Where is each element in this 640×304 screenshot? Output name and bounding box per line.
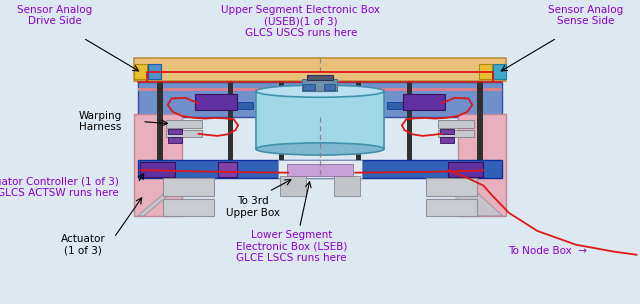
Text: Sensor Analog
Drive Side: Sensor Analog Drive Side <box>17 5 92 26</box>
Bar <box>166 130 202 137</box>
Text: To 3rd
Upper Box: To 3rd Upper Box <box>226 196 280 218</box>
Bar <box>403 94 445 110</box>
Bar <box>324 84 335 90</box>
Bar <box>278 160 362 178</box>
Bar <box>287 164 353 176</box>
Bar <box>163 199 214 216</box>
Bar <box>163 178 214 196</box>
Bar <box>279 81 284 178</box>
Bar <box>426 178 477 196</box>
Bar <box>195 94 237 110</box>
Bar <box>134 64 147 79</box>
Bar <box>407 81 412 178</box>
Bar <box>440 129 454 134</box>
Ellipse shape <box>256 143 384 155</box>
Bar <box>426 199 477 216</box>
Ellipse shape <box>256 85 384 97</box>
Bar <box>280 176 306 196</box>
Bar <box>168 137 182 143</box>
Bar <box>356 81 361 178</box>
Bar <box>303 84 315 90</box>
Bar <box>134 114 182 216</box>
Polygon shape <box>454 178 502 216</box>
Bar <box>256 91 384 149</box>
Text: Actuator
(1 of 3): Actuator (1 of 3) <box>61 234 106 256</box>
Bar <box>334 176 360 196</box>
Bar <box>479 64 492 79</box>
Bar <box>438 130 474 137</box>
Bar <box>138 160 502 178</box>
Bar <box>168 129 182 134</box>
Bar <box>307 75 333 80</box>
Text: Sensor Analog
Sense Side: Sensor Analog Sense Side <box>548 5 623 26</box>
Bar <box>138 82 502 117</box>
Bar <box>157 81 163 178</box>
Bar <box>387 102 405 109</box>
Text: Warping
Harness: Warping Harness <box>78 111 122 133</box>
Text: Upper Segment Electronic Box
(USEB)(1 of 3)
GLCS USCS runs here: Upper Segment Electronic Box (USEB)(1 of… <box>221 5 380 38</box>
Polygon shape <box>138 178 189 216</box>
Bar <box>148 64 161 79</box>
Bar <box>218 162 237 177</box>
Bar <box>458 114 506 216</box>
Bar <box>448 162 483 177</box>
Bar <box>477 81 483 178</box>
Bar <box>138 88 502 91</box>
Bar <box>140 162 175 177</box>
Text: To Node Box  →: To Node Box → <box>508 246 587 256</box>
Bar <box>302 79 337 91</box>
Bar <box>228 81 233 178</box>
Text: Lower Segment
Electronic Box (LSEB)
GLCE LSCS runs here: Lower Segment Electronic Box (LSEB) GLCE… <box>236 230 347 263</box>
Bar <box>440 137 454 143</box>
Bar <box>134 58 506 81</box>
Bar <box>438 120 474 128</box>
Bar <box>166 120 202 128</box>
Bar <box>493 64 506 79</box>
Text: Actuator Controller (1 of 3)
GLCS ACTSW runs here: Actuator Controller (1 of 3) GLCS ACTSW … <box>0 176 118 198</box>
Bar <box>236 102 253 109</box>
